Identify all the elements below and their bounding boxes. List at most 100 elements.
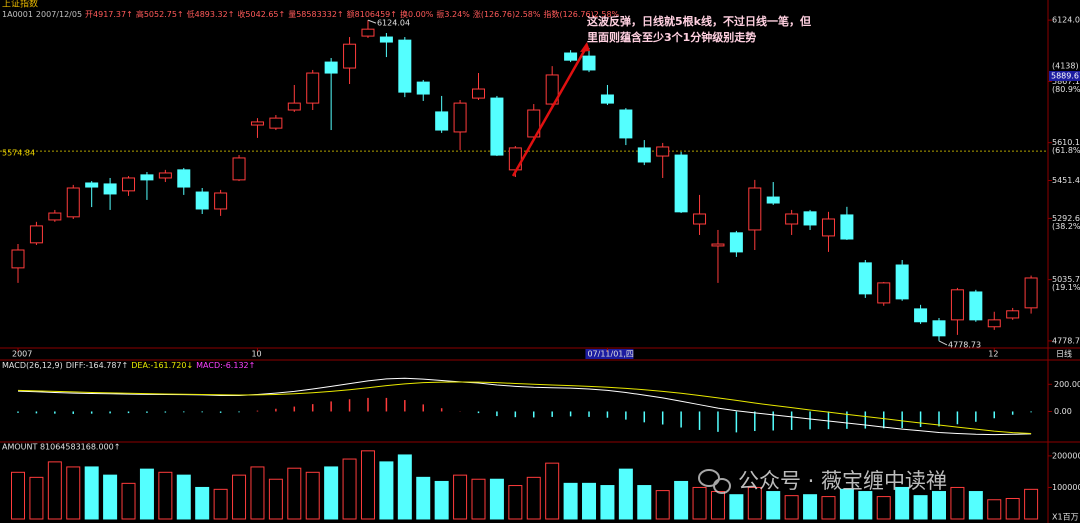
candle-body: [785, 213, 799, 225]
candle-body: [950, 289, 964, 321]
unit-label: X1百万: [1052, 513, 1079, 522]
volume-bar: [397, 454, 412, 520]
candle-body: [1006, 310, 1020, 319]
volume-bar: [11, 471, 25, 520]
high-pointer: [367, 19, 377, 24]
volume-bar: [563, 482, 578, 520]
candle-body: [66, 187, 80, 218]
candle-body: [122, 177, 136, 192]
volume-bar: [489, 478, 504, 520]
candle-body: [85, 182, 99, 188]
volume-bar: [932, 491, 946, 520]
candle-body: [158, 172, 172, 179]
volume-bar: [232, 474, 247, 520]
macd-header: MACD(26,12,9) DIFF:-164.787↑ DEA:-161.720↓…: [2, 361, 255, 370]
header-item: 2007/12/05: [36, 10, 82, 19]
candle-body: [858, 262, 872, 295]
header-item: 振3.24%: [436, 9, 470, 19]
candle-body: [914, 308, 928, 323]
y-tick-label: 200.00: [1054, 380, 1080, 389]
candle-body: [711, 243, 725, 247]
volume-bar: [84, 466, 99, 520]
volume-bar: [121, 482, 136, 520]
y-tick-label: 5610.1: [1052, 138, 1080, 147]
candle-body: [343, 43, 357, 69]
volume-bar: [342, 458, 357, 520]
candle-body: [821, 218, 835, 237]
volume-bar: [876, 496, 891, 520]
header-item: 换0.00%: [400, 9, 434, 19]
volume-bar: [839, 488, 854, 520]
volume-bar: [987, 499, 1002, 520]
volume-bar: [471, 478, 486, 520]
volume-bar: [324, 466, 339, 520]
volume-bar: [305, 471, 320, 520]
candle-body: [637, 147, 651, 163]
candle-body: [600, 94, 614, 104]
volume-title: AMOUNT 81064583168.000↑: [2, 443, 120, 452]
volume-bar: [803, 494, 818, 520]
candle-body: [527, 109, 541, 138]
cursor-count: (4138): [1052, 61, 1079, 70]
header-item: 额8106459↑: [347, 9, 397, 19]
candle-body: [416, 81, 430, 95]
candle-body: [490, 97, 504, 156]
volume-bar: [213, 488, 228, 520]
volume-bar: [453, 474, 468, 520]
annotation: 这波反弹，日线就5根k线，不过日线一笔，但: [587, 14, 811, 28]
candle-body: [324, 61, 338, 74]
volume-bar: [710, 491, 725, 520]
fib-label: (61.8%): [1052, 146, 1080, 155]
volume-bar: [508, 485, 523, 520]
x-tick-label: 2007: [12, 350, 32, 359]
period-label: 日线: [1056, 349, 1072, 359]
volume-bar: [784, 495, 799, 520]
volume-bar: [268, 478, 283, 520]
volume-bar: [103, 474, 118, 520]
volume-bar: [545, 462, 560, 520]
macd-line: [17, 381, 1032, 434]
volume-bar: [618, 468, 633, 520]
y-tick-label: 5867.1: [1052, 77, 1080, 86]
y-tick-label: 100000: [1052, 483, 1080, 492]
header-item: 高5052.75↑: [136, 9, 184, 19]
header: 1A0001 2007/12/05 开4917.37↑ 高5052.75↑ 低4893.…: [2, 9, 620, 19]
volume-bar: [637, 485, 652, 520]
volume-bar: [47, 461, 62, 520]
candle-body: [1024, 277, 1038, 309]
volume-bar: [674, 480, 689, 520]
cursor-box: [1049, 70, 1080, 81]
x-label-box: [585, 349, 634, 359]
candle-body: [11, 249, 25, 269]
candle-body: [453, 102, 467, 133]
high-label: 6124.04: [377, 19, 410, 28]
candle-body: [103, 183, 117, 195]
candle-body: [287, 102, 301, 111]
candle-body: [472, 88, 485, 99]
x-tick-label: 07/11/01,四: [587, 350, 633, 359]
volume-bar: [250, 466, 265, 520]
reference-label: 5574.84: [2, 149, 35, 158]
volume-bar: [747, 486, 762, 520]
volume-bar: [416, 476, 431, 520]
cursor-price: 5889.67: [1051, 71, 1080, 80]
y-tick-label: 5292.6: [1052, 214, 1080, 223]
volume-bar: [766, 491, 781, 520]
volume-bar: [29, 476, 44, 520]
candle-body: [564, 52, 578, 61]
volume-bar: [582, 482, 597, 520]
candle-body: [195, 191, 209, 210]
candle-body: [969, 291, 983, 321]
watermark-icon: [698, 469, 731, 494]
candle-body: [379, 36, 393, 43]
x-tick-label: 12: [988, 350, 998, 359]
volume-bar: [692, 486, 707, 520]
y-tick-label: 5451.4: [1052, 176, 1080, 185]
candle-body: [766, 196, 780, 204]
candle-body: [269, 117, 283, 129]
volume-bar: [176, 474, 191, 520]
candle-body: [250, 121, 264, 126]
volume-bar: [729, 494, 744, 520]
